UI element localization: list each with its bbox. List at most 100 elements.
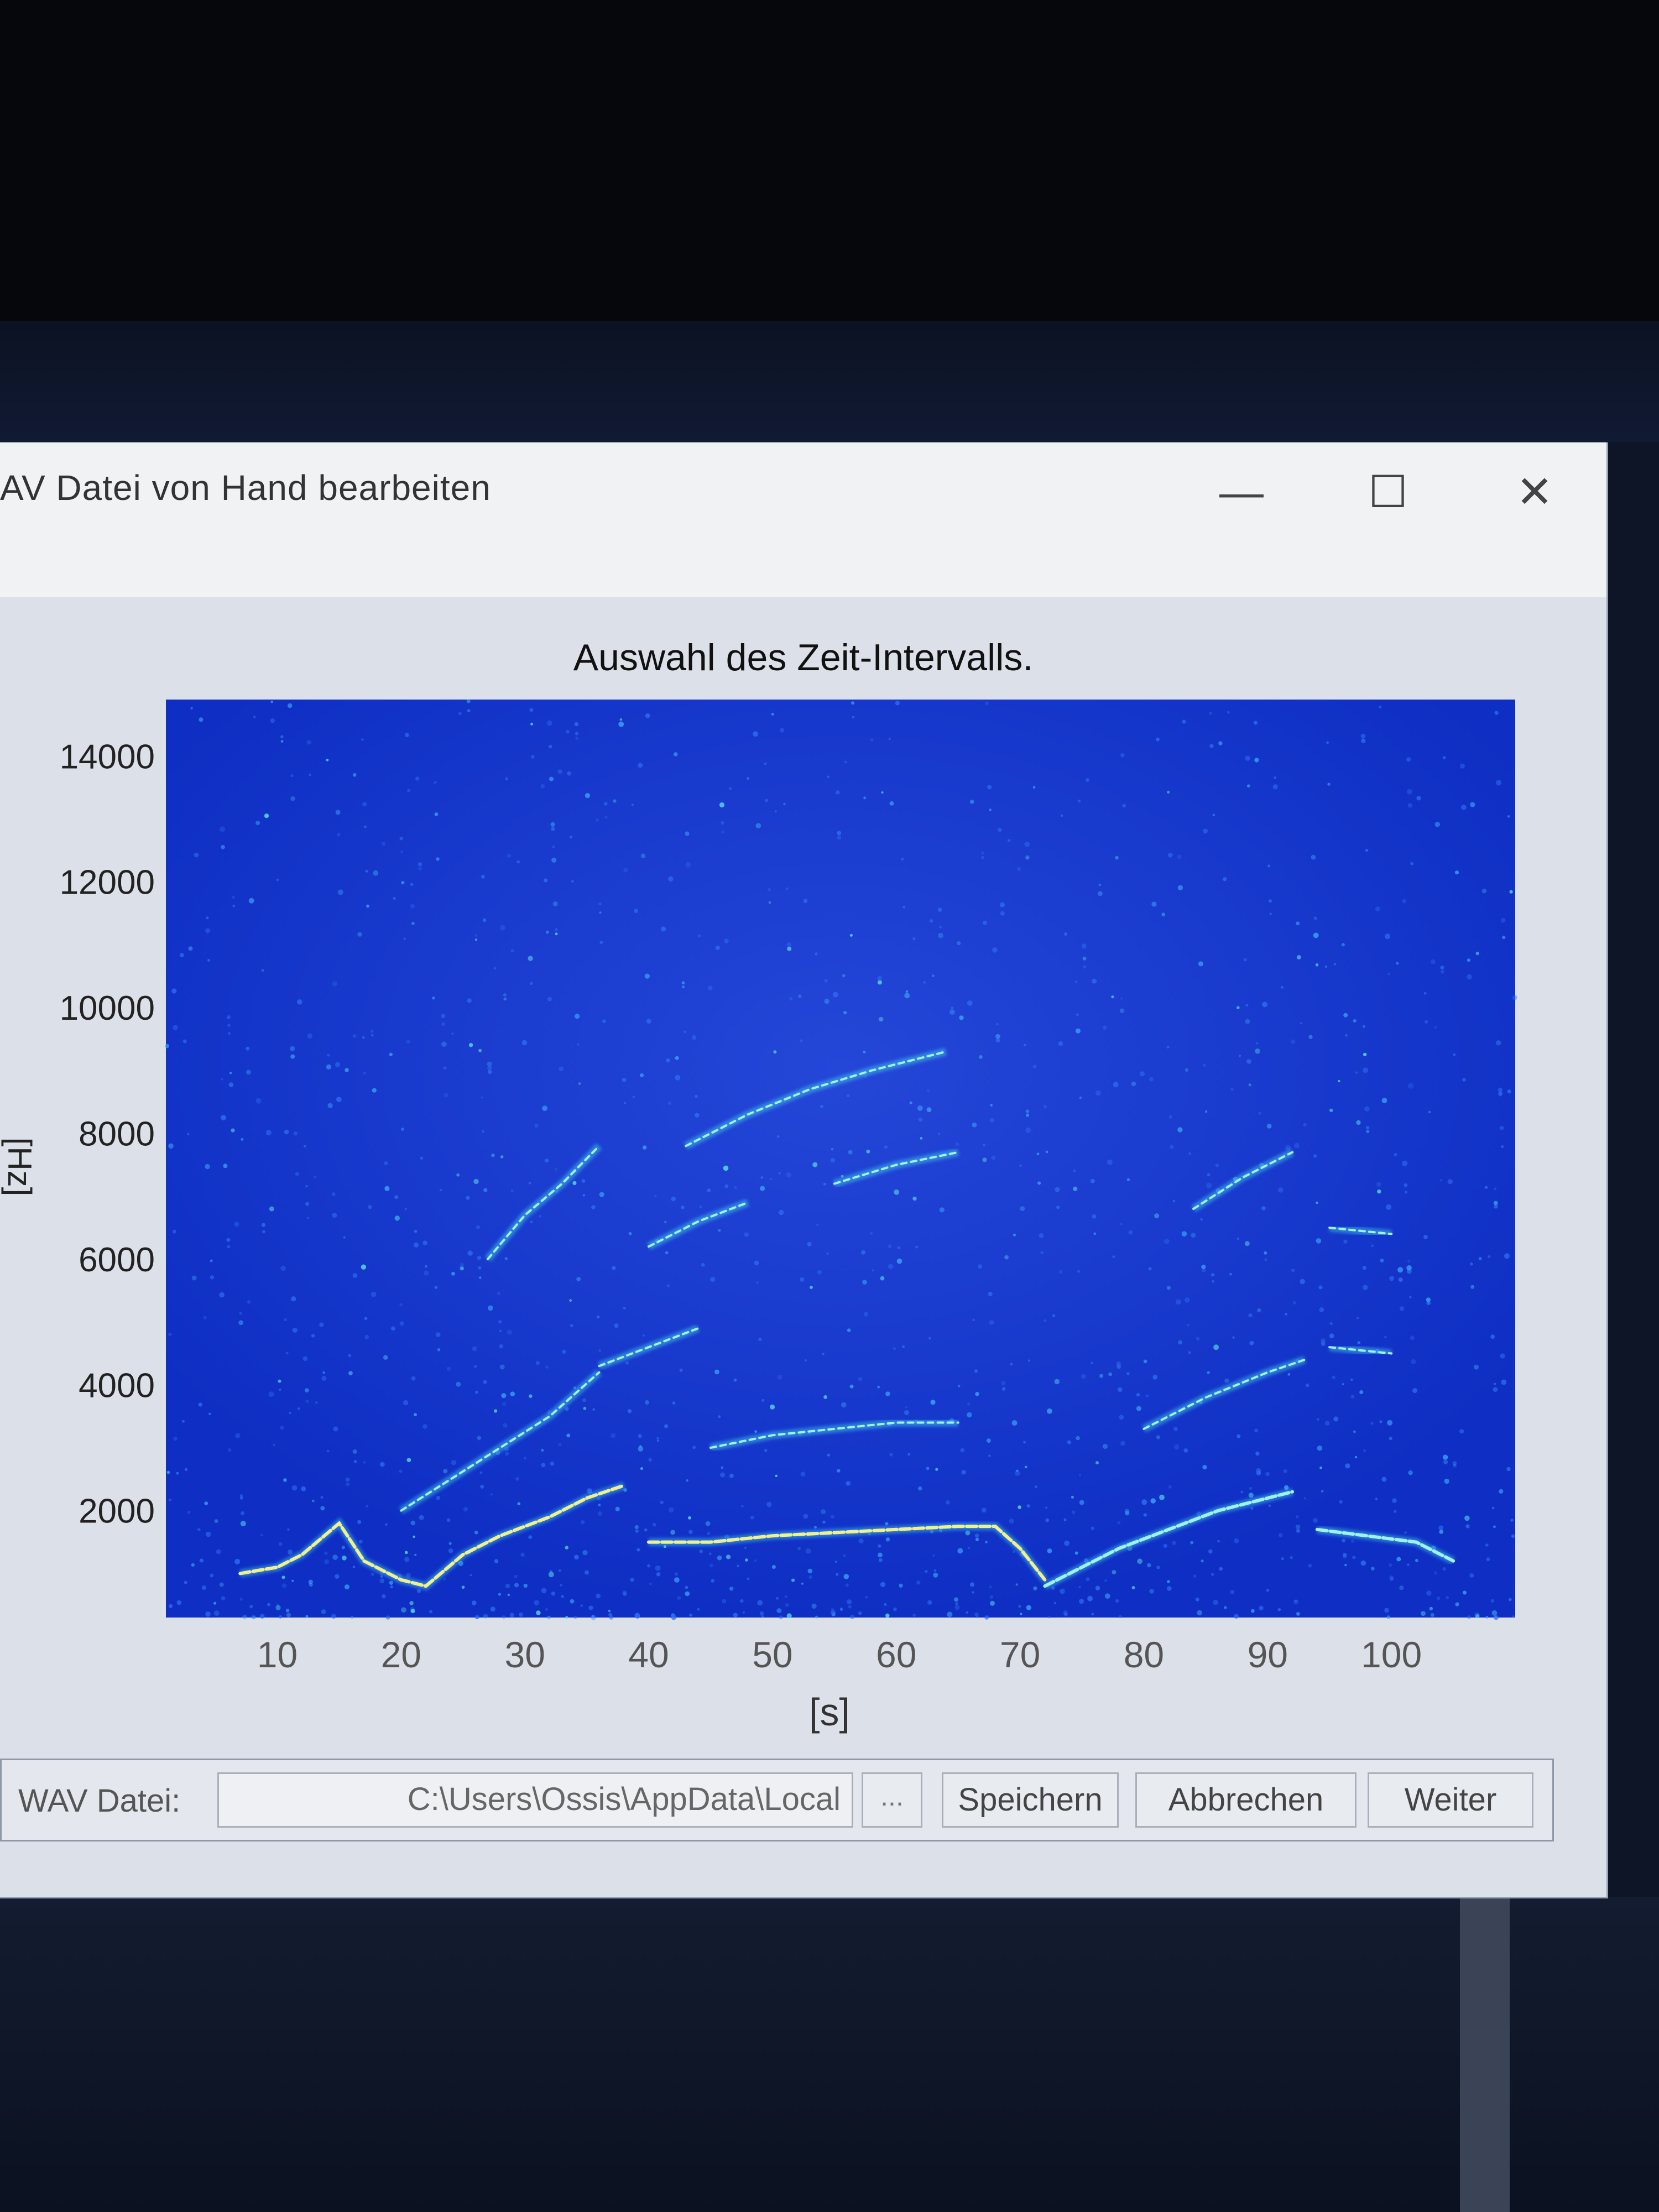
noise-speck <box>1316 1201 1318 1204</box>
noise-speck <box>1166 1045 1170 1049</box>
noise-speck <box>335 1062 341 1067</box>
noise-speck <box>848 1150 853 1155</box>
noise-speck <box>251 1614 256 1619</box>
next-button[interactable]: Weiter <box>1368 1772 1533 1828</box>
noise-speck <box>682 985 685 989</box>
noise-speck <box>1410 1335 1415 1340</box>
noise-speck <box>984 701 989 706</box>
noise-speck <box>623 1307 626 1310</box>
noise-speck <box>791 1578 795 1582</box>
noise-speck <box>331 1614 336 1619</box>
noise-speck <box>1227 711 1230 714</box>
noise-speck <box>638 763 643 768</box>
noise-speck <box>488 1305 493 1311</box>
noise-speck <box>734 1186 737 1190</box>
noise-speck <box>1026 1605 1031 1610</box>
noise-speck <box>598 1504 601 1506</box>
noise-speck <box>631 804 634 806</box>
noise-speck <box>333 1426 338 1432</box>
noise-speck <box>862 1280 867 1285</box>
noise-speck <box>972 1122 977 1128</box>
noise-speck <box>259 1614 265 1619</box>
noise-speck <box>1461 805 1467 810</box>
noise-speck <box>335 1574 340 1579</box>
noise-speck <box>1313 1154 1317 1158</box>
noise-speck <box>1244 1241 1250 1246</box>
noise-speck <box>1019 1164 1022 1167</box>
noise-speck <box>664 1424 669 1428</box>
noise-speck <box>352 1566 356 1568</box>
noise-speck <box>555 932 558 936</box>
wav-path-field[interactable]: C:\Users\Ossis\AppData\Local <box>217 1772 853 1828</box>
noise-speck <box>990 1600 995 1606</box>
save-button[interactable]: Speichern <box>942 1772 1119 1828</box>
noise-speck <box>1007 839 1011 842</box>
noise-speck <box>1303 1497 1306 1500</box>
noise-speck <box>419 1515 424 1520</box>
noise-speck <box>463 1507 468 1512</box>
noise-speck <box>991 1155 996 1160</box>
noise-speck <box>1352 1556 1356 1559</box>
noise-speck <box>1045 1518 1049 1522</box>
noise-speck <box>1486 1557 1490 1561</box>
noise-speck <box>580 1604 583 1607</box>
noise-speck <box>389 1052 393 1056</box>
plot-area[interactable] <box>166 700 1515 1618</box>
noise-speck <box>536 1610 541 1615</box>
frequency-trace <box>598 1327 700 1368</box>
noise-speck <box>1284 1485 1289 1490</box>
noise-speck <box>231 1128 235 1133</box>
noise-speck <box>1232 1336 1235 1339</box>
noise-speck <box>1470 802 1475 807</box>
noise-speck <box>1494 1187 1496 1191</box>
maximize-button[interactable]: ☐ <box>1352 459 1424 525</box>
noise-speck <box>481 1096 483 1099</box>
noise-speck <box>1406 757 1411 762</box>
noise-speck <box>955 1602 958 1605</box>
noise-speck <box>249 1605 253 1609</box>
noise-speck <box>634 1525 639 1530</box>
noise-speck <box>363 1071 367 1075</box>
noise-speck <box>1496 1040 1501 1046</box>
noise-speck <box>289 1411 291 1415</box>
noise-speck <box>822 1520 826 1524</box>
noise-speck <box>760 1176 764 1179</box>
noise-speck <box>342 1555 347 1561</box>
desktop-bottom <box>0 1897 1659 2212</box>
noise-speck <box>1120 753 1125 758</box>
noise-speck <box>885 1537 890 1542</box>
title-bar[interactable]: AV Datei von Hand bearbeiten — ☐ ✕ <box>0 442 1606 597</box>
noise-speck <box>808 1575 812 1579</box>
noise-speck <box>786 1172 791 1178</box>
cancel-button[interactable]: Abbrechen <box>1135 1772 1357 1828</box>
noise-speck <box>707 985 713 990</box>
noise-speck <box>481 875 485 879</box>
noise-speck <box>950 1009 955 1015</box>
noise-speck <box>573 1615 577 1619</box>
noise-speck <box>1274 776 1277 779</box>
noise-speck <box>365 870 368 873</box>
minimize-button[interactable]: — <box>1206 459 1277 525</box>
noise-speck <box>1198 961 1203 967</box>
noise-speck <box>814 1526 817 1529</box>
noise-speck <box>422 1240 427 1245</box>
noise-speck <box>352 773 357 777</box>
noise-speck <box>1386 1615 1391 1619</box>
noise-speck <box>1341 943 1345 947</box>
noise-speck <box>837 835 842 840</box>
spectrogram-plot[interactable]: 2000 4000 6000 8000 10000 12000 14000 10 20 30 40… <box>0 597 1606 1897</box>
browse-button[interactable]: ... <box>862 1772 922 1828</box>
noise-speck <box>666 1058 670 1063</box>
noise-speck <box>322 1371 325 1374</box>
close-button[interactable]: ✕ <box>1499 459 1571 525</box>
noise-speck <box>380 1575 383 1578</box>
noise-speck <box>504 1257 508 1260</box>
noise-speck <box>1120 997 1123 1000</box>
noise-speck <box>672 1401 676 1405</box>
noise-speck <box>1387 973 1390 975</box>
noise-speck <box>558 1569 561 1572</box>
noise-speck <box>623 868 628 873</box>
noise-speck <box>754 1430 758 1433</box>
x-tick-label: 90 <box>1248 1634 1288 1675</box>
noise-speck <box>309 774 311 776</box>
